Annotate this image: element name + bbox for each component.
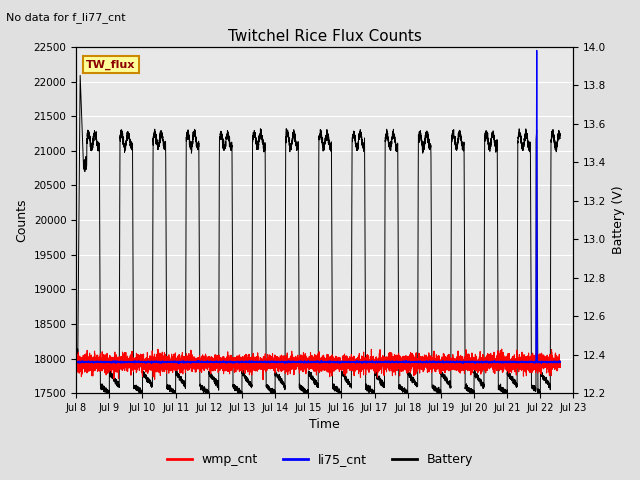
Text: No data for f_li77_cnt: No data for f_li77_cnt (6, 12, 126, 23)
Title: Twitchel Rice Flux Counts: Twitchel Rice Flux Counts (228, 29, 422, 44)
X-axis label: Time: Time (309, 419, 340, 432)
Legend: wmp_cnt, li75_cnt, Battery: wmp_cnt, li75_cnt, Battery (162, 448, 478, 471)
Y-axis label: Battery (V): Battery (V) (612, 186, 625, 254)
Y-axis label: Counts: Counts (15, 198, 28, 242)
Text: TW_flux: TW_flux (86, 60, 136, 70)
